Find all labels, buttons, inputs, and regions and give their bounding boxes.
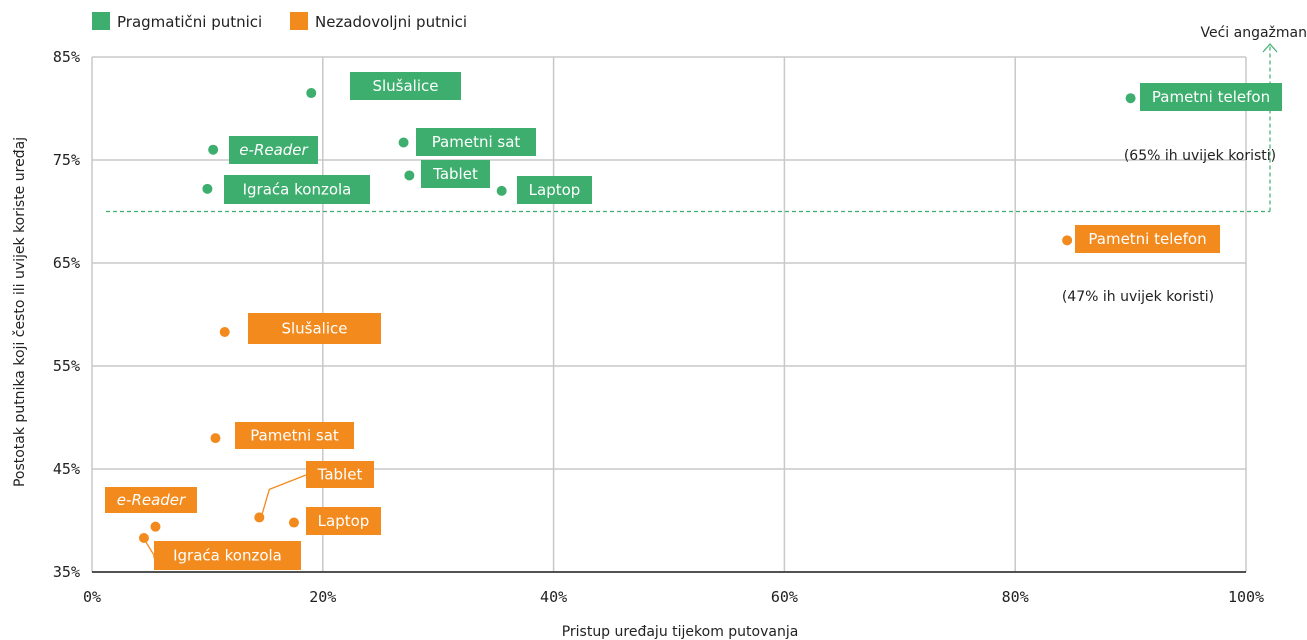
y-tick-label: 65% [53,254,80,272]
x-tick-label: 100% [1228,588,1264,606]
data-label: e-Reader [117,491,186,509]
data-point [254,512,265,523]
legend-swatch-pragmaticni [92,12,110,30]
data-label-box [154,541,301,570]
x-tick-label: 0% [83,588,101,606]
data-label: Pametni sat [250,427,339,445]
annotation-nezadovoljni: (47% ih uvijek koristi) [1062,289,1214,305]
data-point [1062,235,1073,246]
y-tick-label: 45% [53,460,80,478]
data-label: Tablet [317,466,363,484]
x-tick-label: 40% [540,588,567,606]
y-tick-label: 85% [53,48,80,66]
threshold-label: Veći angažman [1201,25,1307,41]
data-label: Slušalice [281,320,347,338]
legend-label-pragmaticni: Pragmatični putnici [117,13,262,31]
data-marks: Slušalice e-Reader Igraća konzola Pametni s… [105,72,1282,570]
data-label: Laptop [529,181,581,199]
data-label: Pametni telefon [1088,230,1206,248]
data-point [288,517,299,528]
data-point [150,521,161,532]
axis-ticks: 0% 20% 40% 60% 80% 100% 85% 75% 65% 55% 45% 35% [53,48,1264,606]
x-tick-label: 20% [309,588,336,606]
y-tick-label: 35% [53,563,80,581]
data-point [1125,93,1136,104]
data-label: Pametni telefon [1152,88,1270,106]
data-label-box [416,128,536,156]
data-label: Tablet [432,165,478,183]
y-axis-label: Postotak putnika koji često ili uvijek k… [12,137,28,487]
data-point [404,170,415,181]
data-label-box [1075,225,1220,253]
data-label-box [421,160,490,188]
data-point [210,433,221,444]
leader-line [261,474,307,514]
data-point [306,88,317,99]
x-axis-label: Pristup uređaju tijekom putovanja [562,624,799,640]
legend-swatch-nezadovoljni [290,12,308,30]
data-label-box [1140,83,1282,111]
data-label-box [350,72,461,100]
data-point [138,533,149,544]
legend: Pragmatični putnici Nezadovoljni putnici [92,12,467,31]
annotation-pragmaticni: (65% ih uvijek koristi) [1124,148,1276,164]
y-tick-label: 55% [53,357,80,375]
leader-line [145,541,155,559]
data-label-box [224,175,370,204]
data-label-box [105,487,197,513]
data-point [202,183,213,194]
data-label-box [306,461,374,488]
data-label: Laptop [318,512,370,530]
data-point [219,327,230,338]
x-tick-label: 60% [771,588,798,606]
data-label-box [235,422,354,449]
data-label: Slušalice [372,77,438,95]
data-label: Igraća konzola [243,181,352,199]
data-label: e-Reader [239,141,308,159]
arrow-up-icon [1262,43,1278,53]
y-tick-label: 75% [53,151,80,169]
data-label: Pametni sat [432,133,521,151]
data-point [496,185,507,196]
legend-label-nezadovoljni: Nezadovoljni putnici [315,13,467,31]
data-label-box [306,507,381,535]
data-label-box [248,313,381,344]
data-point [208,144,219,155]
x-tick-label: 80% [1002,588,1029,606]
data-point [398,137,409,148]
data-label: Igraća konzola [173,547,282,565]
data-label-box [517,176,592,204]
data-label-box [229,136,318,164]
threshold-line [106,43,1278,213]
